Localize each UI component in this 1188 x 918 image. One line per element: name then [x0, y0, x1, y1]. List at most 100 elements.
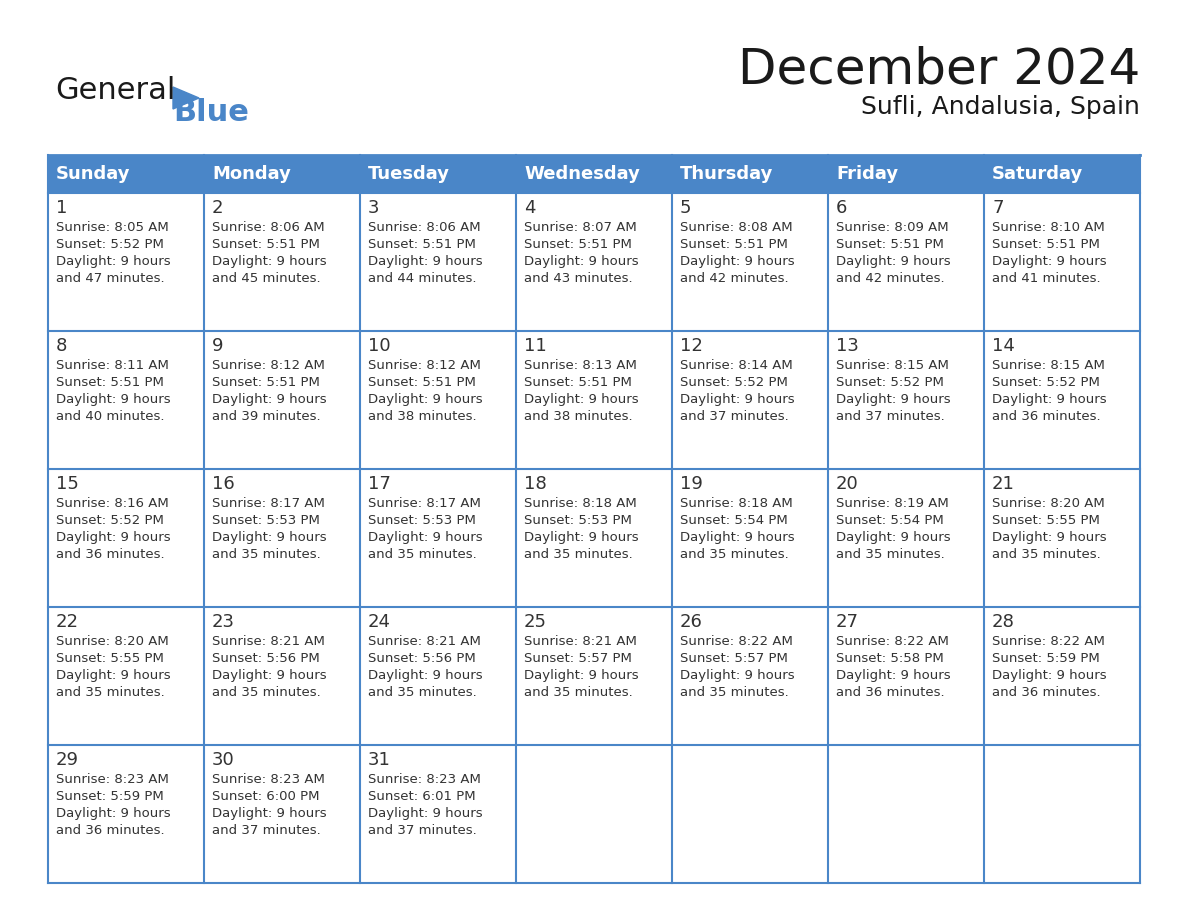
Bar: [48, 155, 1140, 193]
Text: 23: 23: [211, 613, 235, 631]
Text: Daylight: 9 hours: Daylight: 9 hours: [992, 531, 1107, 544]
Text: Daylight: 9 hours: Daylight: 9 hours: [992, 669, 1107, 682]
Text: and 35 minutes.: and 35 minutes.: [368, 548, 476, 561]
Text: Monday: Monday: [211, 165, 291, 183]
Text: 7: 7: [992, 199, 1004, 217]
Text: 18: 18: [524, 475, 546, 493]
Text: Daylight: 9 hours: Daylight: 9 hours: [836, 255, 950, 268]
Text: Sunset: 5:58 PM: Sunset: 5:58 PM: [836, 652, 943, 665]
Text: Sunrise: 8:17 AM: Sunrise: 8:17 AM: [211, 497, 324, 510]
Text: Sunrise: 8:12 AM: Sunrise: 8:12 AM: [368, 359, 481, 372]
Text: Sunset: 5:52 PM: Sunset: 5:52 PM: [680, 376, 788, 389]
Text: and 39 minutes.: and 39 minutes.: [211, 410, 321, 423]
Text: Sunrise: 8:14 AM: Sunrise: 8:14 AM: [680, 359, 792, 372]
Text: Sunset: 5:54 PM: Sunset: 5:54 PM: [680, 514, 788, 527]
Text: Sunset: 5:51 PM: Sunset: 5:51 PM: [992, 238, 1100, 251]
Text: Wednesday: Wednesday: [524, 165, 640, 183]
Text: Sunrise: 8:10 AM: Sunrise: 8:10 AM: [992, 221, 1105, 234]
Text: 22: 22: [56, 613, 78, 631]
Text: 4: 4: [524, 199, 536, 217]
Text: and 35 minutes.: and 35 minutes.: [680, 548, 789, 561]
Text: Sunrise: 8:15 AM: Sunrise: 8:15 AM: [836, 359, 949, 372]
Text: Blue: Blue: [173, 98, 248, 127]
Text: 28: 28: [992, 613, 1015, 631]
Text: Daylight: 9 hours: Daylight: 9 hours: [680, 531, 795, 544]
Text: Sunset: 5:52 PM: Sunset: 5:52 PM: [56, 238, 164, 251]
Text: Daylight: 9 hours: Daylight: 9 hours: [836, 669, 950, 682]
Text: and 35 minutes.: and 35 minutes.: [368, 686, 476, 699]
Text: and 41 minutes.: and 41 minutes.: [992, 272, 1100, 285]
Polygon shape: [173, 87, 200, 109]
Text: and 42 minutes.: and 42 minutes.: [836, 272, 944, 285]
Bar: [48, 331, 1140, 469]
Text: Sunrise: 8:18 AM: Sunrise: 8:18 AM: [524, 497, 637, 510]
Text: and 37 minutes.: and 37 minutes.: [836, 410, 944, 423]
Text: 2: 2: [211, 199, 223, 217]
Text: and 44 minutes.: and 44 minutes.: [368, 272, 476, 285]
Text: and 38 minutes.: and 38 minutes.: [524, 410, 633, 423]
Text: 15: 15: [56, 475, 78, 493]
Text: and 35 minutes.: and 35 minutes.: [211, 548, 321, 561]
Text: Daylight: 9 hours: Daylight: 9 hours: [992, 255, 1107, 268]
Text: Sunrise: 8:17 AM: Sunrise: 8:17 AM: [368, 497, 481, 510]
Text: Sunset: 5:51 PM: Sunset: 5:51 PM: [211, 376, 320, 389]
Text: and 35 minutes.: and 35 minutes.: [56, 686, 165, 699]
Text: Sunrise: 8:21 AM: Sunrise: 8:21 AM: [524, 635, 637, 648]
Text: Daylight: 9 hours: Daylight: 9 hours: [680, 255, 795, 268]
Text: Thursday: Thursday: [680, 165, 773, 183]
Text: Sunday: Sunday: [56, 165, 131, 183]
Text: and 40 minutes.: and 40 minutes.: [56, 410, 164, 423]
Text: 3: 3: [368, 199, 379, 217]
Text: Sunrise: 8:16 AM: Sunrise: 8:16 AM: [56, 497, 169, 510]
Text: Sunrise: 8:06 AM: Sunrise: 8:06 AM: [211, 221, 324, 234]
Text: 19: 19: [680, 475, 703, 493]
Text: Sunrise: 8:07 AM: Sunrise: 8:07 AM: [524, 221, 637, 234]
Text: 8: 8: [56, 337, 68, 355]
Text: 29: 29: [56, 751, 78, 769]
Text: and 35 minutes.: and 35 minutes.: [524, 548, 633, 561]
Text: Daylight: 9 hours: Daylight: 9 hours: [211, 531, 327, 544]
Text: Daylight: 9 hours: Daylight: 9 hours: [992, 393, 1107, 406]
Text: Sunset: 5:59 PM: Sunset: 5:59 PM: [56, 790, 164, 803]
Text: 10: 10: [368, 337, 391, 355]
Text: and 36 minutes.: and 36 minutes.: [56, 548, 165, 561]
Text: Sunset: 5:59 PM: Sunset: 5:59 PM: [992, 652, 1100, 665]
Bar: [48, 607, 1140, 745]
Text: and 42 minutes.: and 42 minutes.: [680, 272, 789, 285]
Text: and 45 minutes.: and 45 minutes.: [211, 272, 321, 285]
Text: Sunrise: 8:08 AM: Sunrise: 8:08 AM: [680, 221, 792, 234]
Text: and 35 minutes.: and 35 minutes.: [211, 686, 321, 699]
Bar: [48, 745, 1140, 883]
Text: and 36 minutes.: and 36 minutes.: [992, 686, 1100, 699]
Text: 17: 17: [368, 475, 391, 493]
Text: Sunset: 5:52 PM: Sunset: 5:52 PM: [836, 376, 944, 389]
Text: Daylight: 9 hours: Daylight: 9 hours: [368, 531, 482, 544]
Text: Daylight: 9 hours: Daylight: 9 hours: [524, 669, 639, 682]
Text: Sunrise: 8:22 AM: Sunrise: 8:22 AM: [680, 635, 792, 648]
Text: 20: 20: [836, 475, 859, 493]
Text: Sunset: 5:51 PM: Sunset: 5:51 PM: [368, 376, 476, 389]
Text: Sunrise: 8:09 AM: Sunrise: 8:09 AM: [836, 221, 949, 234]
Text: 11: 11: [524, 337, 546, 355]
Text: December 2024: December 2024: [738, 45, 1140, 93]
Text: General: General: [55, 76, 176, 105]
Text: Daylight: 9 hours: Daylight: 9 hours: [56, 393, 171, 406]
Text: 13: 13: [836, 337, 859, 355]
Text: Sunrise: 8:18 AM: Sunrise: 8:18 AM: [680, 497, 792, 510]
Text: Daylight: 9 hours: Daylight: 9 hours: [836, 393, 950, 406]
Text: and 38 minutes.: and 38 minutes.: [368, 410, 476, 423]
Text: Sunrise: 8:20 AM: Sunrise: 8:20 AM: [992, 497, 1105, 510]
Text: Sunset: 5:51 PM: Sunset: 5:51 PM: [524, 376, 632, 389]
Text: and 47 minutes.: and 47 minutes.: [56, 272, 165, 285]
Text: Sunrise: 8:23 AM: Sunrise: 8:23 AM: [56, 773, 169, 786]
Text: Daylight: 9 hours: Daylight: 9 hours: [56, 531, 171, 544]
Text: Tuesday: Tuesday: [368, 165, 450, 183]
Text: Daylight: 9 hours: Daylight: 9 hours: [56, 255, 171, 268]
Text: Sunset: 6:01 PM: Sunset: 6:01 PM: [368, 790, 475, 803]
Text: 25: 25: [524, 613, 546, 631]
Text: Sunset: 5:52 PM: Sunset: 5:52 PM: [56, 514, 164, 527]
Text: and 35 minutes.: and 35 minutes.: [836, 548, 944, 561]
Text: Sunset: 5:52 PM: Sunset: 5:52 PM: [992, 376, 1100, 389]
Text: Daylight: 9 hours: Daylight: 9 hours: [368, 807, 482, 820]
Text: Daylight: 9 hours: Daylight: 9 hours: [211, 669, 327, 682]
